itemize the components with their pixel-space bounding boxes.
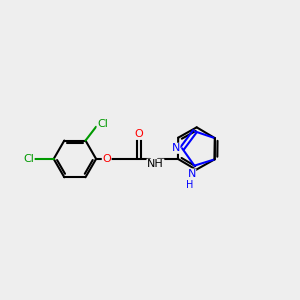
Text: H: H	[185, 179, 193, 190]
Text: Cl: Cl	[97, 119, 108, 129]
Text: O: O	[102, 154, 111, 164]
Text: NH: NH	[147, 159, 164, 169]
Text: Cl: Cl	[23, 154, 34, 164]
Text: N: N	[172, 143, 180, 153]
Text: O: O	[135, 129, 143, 140]
Text: N: N	[188, 169, 196, 179]
